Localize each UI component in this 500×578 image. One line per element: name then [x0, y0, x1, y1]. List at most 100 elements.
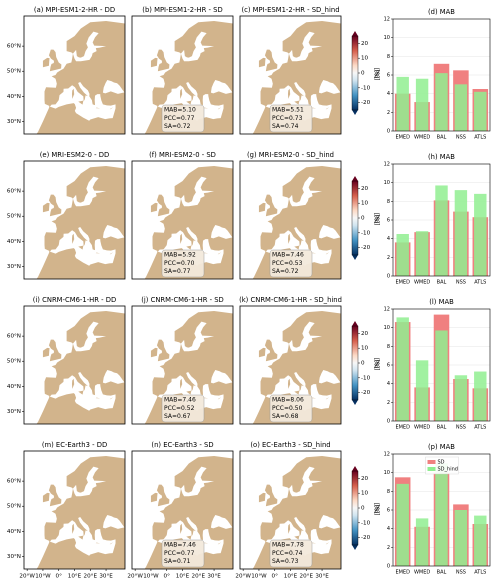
bar	[474, 91, 487, 131]
map-title: (b) MPI-ESM1-2-HR - SD	[142, 6, 222, 14]
sea	[132, 161, 233, 279]
stats-box	[269, 394, 313, 423]
bar	[435, 463, 448, 566]
map-frame	[239, 160, 342, 280]
land	[264, 339, 278, 362]
sea	[288, 321, 323, 352]
colorbar-tick-label: -10	[361, 230, 371, 236]
land	[71, 378, 75, 389]
y-tick-label: 10	[384, 180, 390, 186]
stats-text: MAB=5.92	[164, 252, 196, 259]
y-tick-label: 12	[384, 452, 390, 458]
bar	[435, 185, 448, 276]
stats-text: MAB=7.46	[164, 542, 196, 549]
sea	[24, 306, 125, 424]
y-axis-label: [%]	[375, 70, 382, 80]
y-tick-label: 10	[384, 35, 390, 41]
y-tick-label: 2	[387, 255, 390, 261]
sea	[288, 31, 323, 62]
plot-frame	[392, 308, 491, 422]
stats-text: PCC=0.70	[164, 260, 195, 267]
chart-title: (p) MAB	[428, 443, 455, 451]
sea	[72, 31, 107, 62]
x-tick-label: ATLS	[474, 425, 486, 431]
land	[264, 49, 278, 72]
y-axis-label: [%]	[375, 360, 382, 370]
colorbar-extend	[352, 255, 358, 260]
y-tick-label: 8	[387, 344, 390, 350]
colorbar-tick-label: -20	[361, 245, 371, 251]
land	[156, 194, 170, 217]
map-title: (o) EC-Earth3 - SD_hind	[250, 441, 330, 449]
lat-tick-label: 40°N	[7, 239, 21, 245]
land	[217, 397, 222, 400]
colorbar-tick-label: -20	[361, 390, 371, 396]
land	[42, 492, 50, 503]
y-tick-label: 4	[387, 526, 390, 532]
land	[325, 542, 330, 545]
land	[203, 107, 209, 109]
bar	[415, 360, 429, 421]
map-title: (f) MRI-ESM2-0 - SD	[149, 151, 216, 159]
legend-swatch	[427, 467, 436, 471]
land	[71, 88, 75, 99]
land	[325, 397, 330, 400]
land	[287, 88, 291, 99]
colorbar	[351, 35, 359, 111]
sea	[318, 225, 341, 239]
lat-tick-label: 40°N	[7, 384, 21, 390]
plot-frame	[392, 453, 491, 567]
stats-text: MAB=7.46	[164, 397, 196, 404]
y-tick-label: 6	[387, 508, 390, 514]
stats-text: MAB=7.78	[272, 542, 304, 549]
stats-text: PCC=0.50	[272, 405, 303, 412]
bar	[474, 371, 487, 421]
colorbar-tick-label: 10	[361, 346, 369, 352]
lat-tick-label: 60°N	[7, 334, 21, 340]
colorbar-tick-label: 10	[361, 56, 369, 62]
colorbar-tick-label: 0	[361, 216, 365, 222]
lon-tick-label: 30°E	[315, 574, 329, 578]
legend-label: SD	[438, 460, 445, 466]
sea	[210, 225, 233, 239]
land	[48, 49, 62, 72]
stats-text: SA=0.71	[164, 558, 191, 565]
colorbar-tick-label: 20	[361, 41, 369, 47]
sea	[132, 306, 233, 424]
land	[78, 245, 84, 250]
bar	[396, 483, 409, 566]
stats-text: PCC=0.73	[272, 115, 303, 122]
bar	[454, 190, 468, 276]
lat-tick-label: 50°N	[7, 504, 21, 510]
lon-tick-label: 20°E	[192, 574, 206, 578]
stats-text: MAB=5.10	[164, 107, 196, 114]
map-title: (j) CNRM-CM6-1-HR - SD	[141, 296, 224, 304]
stats-text: SA=0.73	[272, 558, 299, 565]
x-tick-label: BAL	[437, 280, 447, 286]
y-tick-label: 4	[387, 91, 390, 97]
y-tick-label: 4	[387, 381, 390, 387]
lat-tick-label: 50°N	[7, 214, 21, 220]
stats-text: SA=0.74	[272, 123, 299, 130]
land	[217, 542, 222, 545]
land	[186, 535, 192, 540]
land	[258, 202, 266, 213]
land	[203, 542, 209, 544]
y-axis-label: [%]	[375, 215, 382, 225]
land	[48, 484, 62, 507]
land	[294, 535, 300, 540]
stats-text: MAB=8.06	[272, 397, 304, 404]
stats-box	[161, 104, 205, 133]
colorbar-extend	[352, 545, 358, 550]
colorbar	[351, 325, 359, 401]
x-tick-label: BAL	[437, 570, 447, 576]
land	[325, 107, 330, 110]
colorbar	[351, 180, 359, 256]
land	[203, 252, 209, 254]
x-tick-label: EMED	[395, 280, 410, 286]
colorbar-tick-label: -20	[361, 535, 371, 541]
land	[42, 57, 50, 68]
map-title: (n) EC-Earth3 - SD	[151, 441, 213, 449]
sea	[102, 225, 125, 239]
y-tick-label: 0	[387, 564, 390, 570]
